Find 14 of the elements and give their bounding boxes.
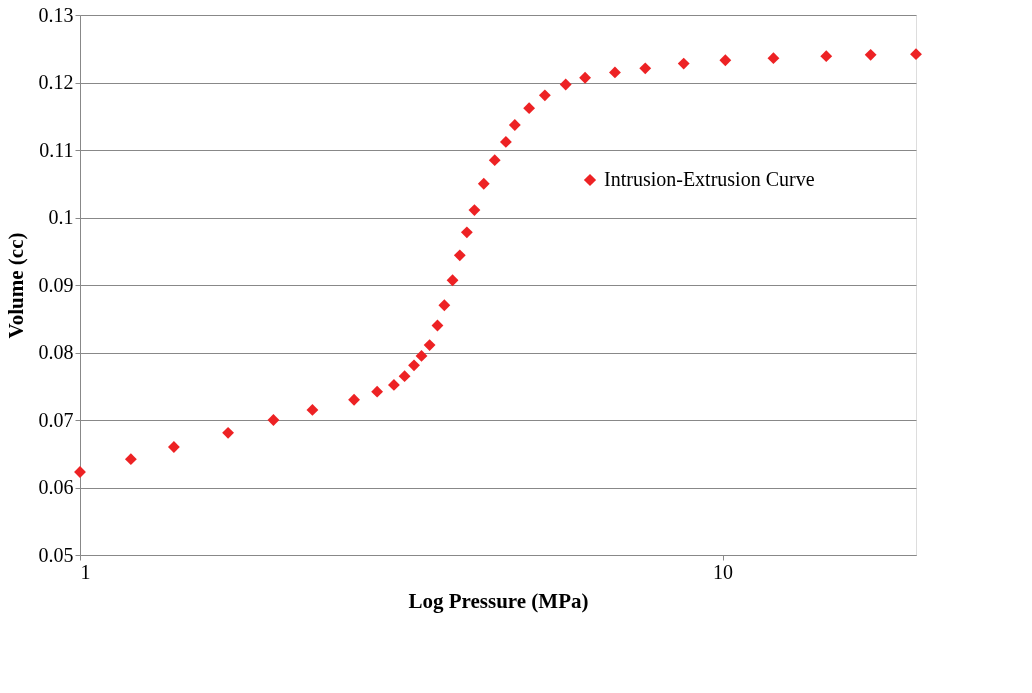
y-tick-label: 0.07 bbox=[38, 408, 74, 431]
y-tick-label: 0.06 bbox=[38, 476, 74, 498]
y-tick-label: 0.11 bbox=[39, 138, 74, 161]
x-tick-label: 1 bbox=[80, 560, 91, 583]
y-tick-label: 0.1 bbox=[48, 206, 74, 228]
legend-label: Intrusion-Extrusion Curve bbox=[604, 168, 815, 190]
y-tick-label: 0.13 bbox=[38, 3, 74, 26]
x-axis-title: Log Pressure (MPa) bbox=[408, 588, 589, 613]
y-tick-label: 0.08 bbox=[38, 341, 74, 363]
y-tick-label: 0.05 bbox=[38, 543, 74, 566]
y-tick-label: 0.12 bbox=[38, 71, 74, 93]
x-tick-label: 10 bbox=[713, 560, 734, 583]
y-tick-label: 0.09 bbox=[38, 273, 74, 296]
y-axis-title: Volume (cc) bbox=[3, 232, 28, 339]
